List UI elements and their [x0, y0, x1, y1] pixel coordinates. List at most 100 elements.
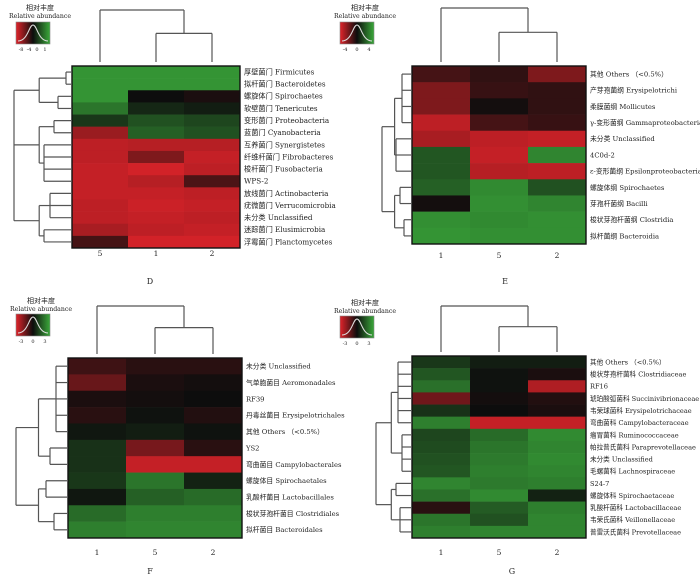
- heatmap-cell: [470, 82, 529, 99]
- heatmap-cell: [528, 227, 587, 245]
- heatmap-cell: [412, 453, 471, 466]
- heatmap-cell: [184, 223, 241, 237]
- legend-tick-label: 0: [355, 47, 358, 53]
- column-dendrogram: [96, 305, 214, 354]
- heatmap-cell: [126, 456, 185, 473]
- heatmap-cell: [412, 416, 471, 430]
- heatmap-cell: [184, 456, 243, 473]
- heatmap-cell: [470, 211, 529, 229]
- heatmap-cell: [72, 235, 129, 249]
- row-label: 蓝菌门 Cyanobacteria: [244, 128, 321, 137]
- heatmap-cell: [128, 211, 185, 225]
- heatmap-cell: [528, 130, 587, 148]
- row-label: 琥珀酸弧菌科 Succinivibrionaceae: [590, 394, 699, 403]
- legend-title-en: Relative abundance: [334, 308, 396, 315]
- row-label: 放线菌门 Actinobacteria: [244, 189, 329, 198]
- heatmap-cell: [126, 407, 185, 424]
- heatmap-cell: [412, 380, 471, 393]
- heatmap-cell: [528, 440, 587, 454]
- column-label: 1: [154, 249, 159, 258]
- heatmap-cell: [412, 66, 471, 83]
- row-label: ε-变形菌纲 Epsilonproteobacteria: [590, 167, 700, 176]
- heatmap-cell: [184, 114, 241, 127]
- heatmap-cell: [470, 195, 529, 212]
- row-label: 毛螺菌科 Lachnospiraceae: [590, 467, 675, 476]
- row-label: WPS-2: [244, 177, 268, 186]
- heatmap-cell: [412, 82, 471, 99]
- heatmap-cell: [128, 235, 185, 249]
- heatmap-cell: [184, 439, 243, 457]
- heatmap-cell: [72, 114, 129, 127]
- heatmap-cell: [128, 163, 185, 176]
- legend-density-curve: [341, 24, 373, 42]
- heatmap-cell: [528, 368, 587, 381]
- heatmap-cell: [528, 380, 587, 393]
- column-dendrogram: [440, 305, 558, 352]
- row-label: RF16: [590, 383, 608, 391]
- heatmap-cell: [184, 423, 243, 441]
- heatmap-cell: [470, 404, 529, 417]
- row-label: 疣微菌门 Verrucomicrobia: [244, 201, 336, 210]
- heatmap-cell: [470, 501, 529, 515]
- legend-title-cn: 相对丰度: [351, 298, 379, 307]
- heatmap-cell: [528, 179, 587, 196]
- legend-tick-label: -8: [19, 47, 24, 53]
- row-label: 弯曲菌科 Campylobacteraceae: [590, 418, 689, 427]
- heatmap-cell: [412, 428, 471, 442]
- heatmap-cell: [470, 416, 529, 430]
- heatmap-cell: [470, 98, 529, 115]
- legend-tick-label: 3: [367, 341, 370, 347]
- row-label: 丹毒丝菌目 Erysipelotrichales: [246, 411, 345, 420]
- heatmap-cell: [128, 114, 185, 127]
- heatmap-cell: [412, 404, 471, 417]
- row-label: 螺旋体纲 Spirochaetes: [590, 183, 665, 192]
- heatmap-cell: [528, 146, 587, 164]
- heatmap-cells: [72, 66, 241, 249]
- heatmap-cell: [128, 66, 185, 79]
- column-label: 2: [555, 251, 560, 260]
- heatmap-cell: [470, 428, 529, 442]
- heatmap-cell: [126, 521, 185, 539]
- heatmap-cell: [470, 66, 529, 83]
- heatmap-cell: [412, 163, 471, 180]
- heatmap-cell: [184, 358, 243, 375]
- column-dendrogram: [440, 7, 558, 62]
- heatmap-cell: [184, 150, 241, 164]
- heatmap-cell: [128, 199, 185, 212]
- heatmap-cell: [68, 358, 127, 375]
- heatmap-cell: [528, 489, 587, 502]
- heatmap-cell: [72, 150, 129, 164]
- legend-title-cn: 相对丰度: [27, 296, 55, 305]
- heatmap-cell: [72, 78, 129, 91]
- row-dendrogram: [13, 71, 71, 243]
- heatmap-cell: [412, 130, 471, 148]
- row-label: 未分类 Unclassified: [246, 362, 311, 371]
- row-label: 未分类 Unclassified: [590, 455, 654, 464]
- row-label: 梭杆菌门 Fusobacteria: [244, 165, 323, 174]
- heatmap-cell: [528, 211, 587, 229]
- column-dendrogram: [99, 9, 213, 62]
- heatmap-cell: [72, 187, 129, 200]
- heatmap-cell: [128, 78, 185, 91]
- column-label: 5: [497, 251, 502, 260]
- heatmap-cell: [470, 392, 529, 405]
- heatmap-cell: [128, 150, 185, 164]
- row-label: RF39: [246, 395, 264, 403]
- heatmap-cell: [68, 390, 127, 408]
- column-label: 5: [153, 548, 158, 557]
- row-label: 芽孢杆菌纲 Bacilli: [590, 199, 649, 208]
- row-label: 其他 Others （<0.5%）: [590, 357, 666, 366]
- heatmap-cell: [184, 505, 243, 522]
- heatmap-cell: [528, 98, 587, 115]
- heatmap-cell: [528, 501, 587, 515]
- heatmap-cell: [412, 211, 471, 229]
- heatmap-cell: [184, 472, 243, 490]
- heatmap-cell: [72, 211, 129, 225]
- heatmap-cell: [412, 146, 471, 164]
- heatmap-cell: [126, 439, 185, 457]
- heatmap-cell: [126, 374, 185, 392]
- heatmap-cell: [412, 114, 471, 132]
- column-label: 5: [98, 249, 103, 258]
- heatmap-cell: [528, 428, 587, 442]
